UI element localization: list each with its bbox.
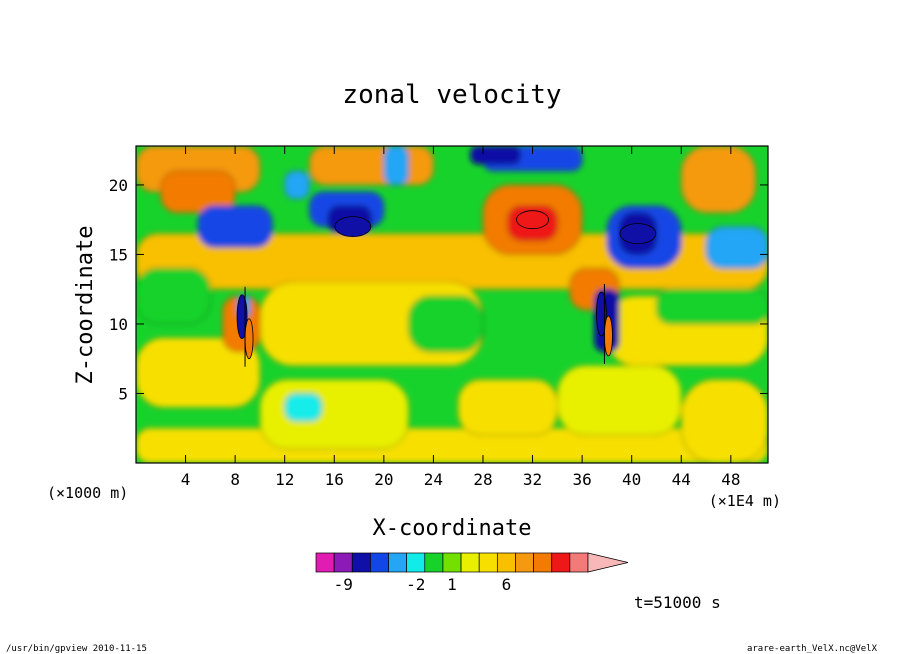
field-patch xyxy=(656,288,768,325)
x-tick-label: 4 xyxy=(181,470,191,489)
colorbar-swatch xyxy=(478,552,498,573)
field-patch xyxy=(284,170,310,200)
colorbar-swatch xyxy=(315,552,335,573)
footer-right: arare-earth_VelX.nc@VelX xyxy=(747,644,878,654)
dipole-positive xyxy=(244,318,254,360)
x-unit-right: (×1E4 m) xyxy=(709,492,781,510)
y-tick-label: 20 xyxy=(109,176,128,195)
colorbar-swatch xyxy=(569,552,589,573)
positive-core xyxy=(516,210,549,230)
colorbar-extend-arrow xyxy=(587,552,629,573)
x-tick-label: 8 xyxy=(230,470,240,489)
y-tick-label: 10 xyxy=(109,315,128,334)
field-patch xyxy=(680,146,756,214)
field-patch xyxy=(705,226,768,269)
field-patch xyxy=(197,205,273,248)
field-patch xyxy=(470,146,521,165)
x-tick-label: 48 xyxy=(721,470,740,489)
field-patch xyxy=(160,170,236,214)
colorbar-swatch xyxy=(551,552,571,573)
field-patch xyxy=(136,268,211,325)
x-tick-label: 44 xyxy=(672,470,691,489)
colorbar-swatch xyxy=(442,552,462,573)
footer-left: /usr/bin/gpview 2010-11-15 xyxy=(6,644,147,654)
field-patch xyxy=(557,365,682,436)
y-tick-label: 5 xyxy=(118,384,128,403)
x-tick-label: 20 xyxy=(374,470,393,489)
field-patch xyxy=(284,393,323,422)
time-label: t=51000 s xyxy=(634,593,721,612)
plot-frame xyxy=(135,145,769,464)
colorbar-swatch xyxy=(533,552,553,573)
field-patch xyxy=(383,146,409,186)
x-tick-label: 36 xyxy=(572,470,591,489)
chart-title: zonal velocity xyxy=(342,80,561,110)
field-patch xyxy=(408,295,484,353)
colorbar-swatch xyxy=(333,552,353,573)
colorbar-swatch xyxy=(515,552,534,573)
field-patches xyxy=(136,146,768,463)
colorbar-swatch xyxy=(370,552,389,573)
dipole-positive xyxy=(604,315,613,357)
colorbar-swatch xyxy=(406,552,426,573)
contour-field xyxy=(136,146,768,463)
colorbar-tick-label: -9 xyxy=(334,575,353,594)
y-axis-label: Z-coordinate xyxy=(73,226,98,385)
field-patch xyxy=(259,379,409,450)
colorbar-tick-label: 6 xyxy=(502,575,512,594)
field-patch xyxy=(136,427,768,463)
x-tick-label: 28 xyxy=(473,470,492,489)
x-axis-label: X-coordinate xyxy=(373,516,532,541)
x-axis: 4 8 12 16 20 24 28 32 36 40 44 48 xyxy=(181,146,740,489)
x-tick-label: 16 xyxy=(325,470,344,489)
colorbar-tick-label: -2 xyxy=(406,575,425,594)
colorbar-swatch xyxy=(460,552,480,573)
colorbar-swatch xyxy=(388,552,408,573)
colorbar-swatch xyxy=(496,552,516,573)
feature-marks xyxy=(236,210,657,367)
negative-core xyxy=(619,223,657,244)
colorbar-tick-label: 1 xyxy=(447,575,457,594)
colorbar-swatch xyxy=(424,552,444,573)
y-tick-label: 15 xyxy=(109,245,128,264)
x-tick-label: 12 xyxy=(275,470,294,489)
colorbar: -9 -2 1 6 xyxy=(315,552,629,594)
x-tick-label: 24 xyxy=(424,470,443,489)
y-axis: 5 10 15 20 xyxy=(109,176,768,403)
negative-core xyxy=(334,216,372,238)
x-tick-label: 32 xyxy=(523,470,542,489)
x-tick-label: 40 xyxy=(622,470,641,489)
field-patch xyxy=(309,146,434,186)
colorbar-swatch xyxy=(351,552,371,573)
x-unit-left: (×1000 m) xyxy=(47,484,128,502)
field-patch xyxy=(457,379,558,436)
field-patch xyxy=(136,337,261,408)
field-patch xyxy=(680,379,768,463)
